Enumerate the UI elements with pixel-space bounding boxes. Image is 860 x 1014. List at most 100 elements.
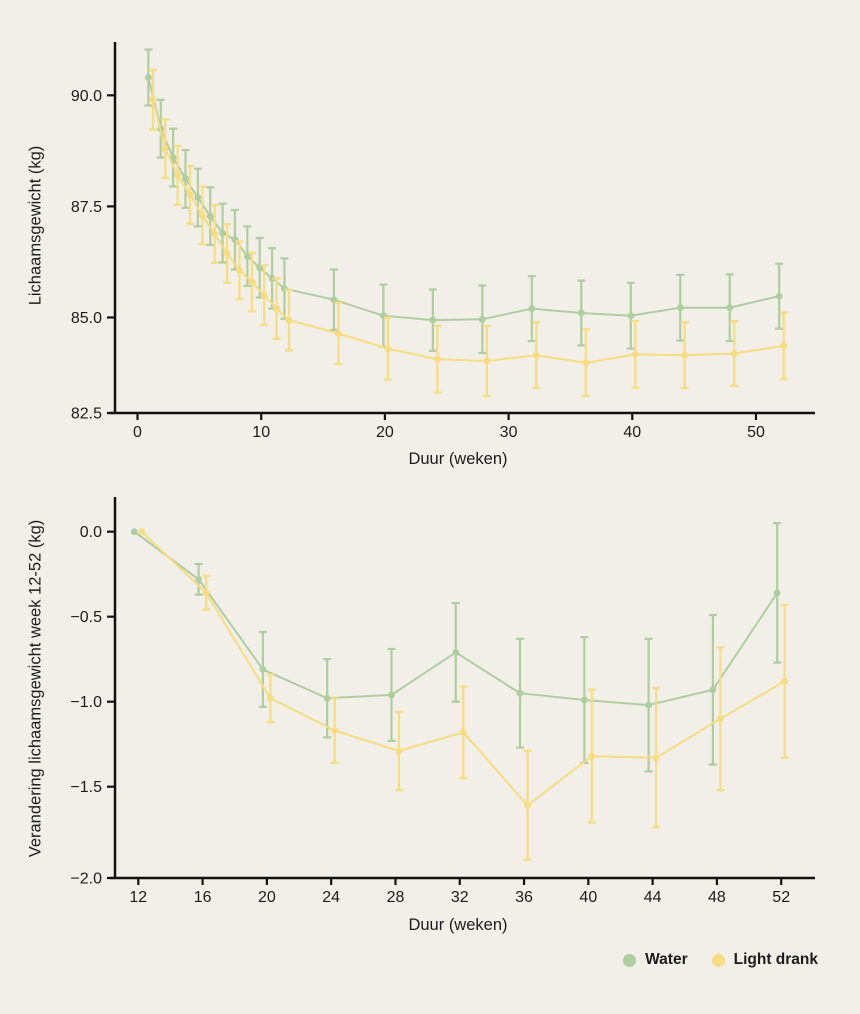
series-line	[147, 77, 780, 322]
legend-item-light-drank: Light drank	[711, 951, 818, 969]
data-point	[260, 291, 268, 299]
data-point	[429, 316, 437, 324]
x-tick-label: 44	[644, 889, 662, 906]
data-point	[248, 278, 256, 286]
series-water	[144, 48, 784, 355]
data-point	[211, 230, 219, 238]
data-point	[459, 728, 467, 736]
legend-label-light-drank: Light drank	[733, 951, 818, 968]
data-point	[773, 589, 781, 597]
data-point	[206, 212, 214, 220]
data-point	[781, 677, 789, 685]
data-point	[243, 252, 251, 260]
x-tick-label: 48	[708, 889, 726, 906]
data-point	[775, 292, 783, 300]
data-point	[219, 229, 227, 237]
data-point	[652, 754, 660, 762]
x-tick-label: 12	[129, 889, 147, 906]
data-point	[202, 589, 210, 597]
data-point	[726, 304, 734, 312]
data-point	[645, 701, 652, 709]
body-weight-chart: 0 10 20 30 40 50 90.0 87.5 85.0 82.5	[71, 42, 815, 441]
tick-labels: 0 10 20 30 40 50 90.0 87.5 85.0 82.5	[71, 88, 765, 441]
legend: Water Light drank	[623, 951, 818, 969]
data-point	[323, 694, 331, 702]
water-series-marker-icon	[623, 953, 637, 967]
x-tick-label: 10	[252, 424, 270, 441]
x-tick-label: 40	[579, 889, 597, 906]
data-point	[145, 74, 152, 81]
tick-labels: 12 16 20 24 28 32 36 40 44 48 52 0.0 −0.5 −1.0 −1.5 −2.…	[70, 524, 790, 906]
x-tick-label: 30	[500, 424, 518, 441]
data-point	[268, 275, 276, 282]
x-tick-label: 40	[623, 424, 641, 441]
series-light-drank	[148, 68, 788, 398]
data-point	[267, 694, 274, 702]
data-point	[588, 752, 596, 760]
data-point	[483, 357, 491, 365]
series-line	[151, 99, 784, 364]
data-point	[395, 747, 403, 755]
series-light-drank	[138, 528, 789, 861]
y-tick-label: −1.0	[70, 694, 102, 711]
y-tick-label: −0.5	[70, 609, 102, 626]
x-tick-label: 20	[258, 889, 276, 906]
data-point	[478, 315, 486, 323]
data-point	[780, 342, 788, 350]
y-tick-label: −1.5	[70, 779, 102, 796]
data-point	[730, 350, 738, 357]
x-tick-label: 20	[376, 424, 394, 441]
weight-change-chart: 12 16 20 24 28 32 36 40 44 48 52 0.0 −0.5 −1.0 −1.5 −2.…	[70, 497, 815, 906]
light-drank-series-marker-icon	[711, 953, 725, 967]
data-point	[631, 351, 639, 358]
series-water	[130, 522, 782, 773]
data-point	[335, 330, 342, 337]
data-point	[532, 351, 540, 359]
y-tick-label: 0.0	[80, 524, 102, 541]
data-point	[285, 316, 293, 324]
data-point	[138, 528, 146, 536]
data-point	[161, 145, 169, 153]
y-tick-label: 87.5	[71, 199, 102, 216]
data-point	[434, 355, 441, 363]
data-point	[528, 305, 536, 312]
y-axis-title-body-weight: Lichaamsgewicht (kg)	[26, 145, 45, 306]
data-point	[582, 359, 590, 367]
axes	[107, 42, 815, 420]
axes	[107, 497, 815, 885]
data-point	[186, 191, 194, 199]
x-tick-label: 52	[772, 889, 790, 906]
data-point	[259, 666, 267, 673]
data-point	[580, 696, 588, 704]
x-tick-label: 50	[747, 424, 765, 441]
data-point	[195, 575, 203, 583]
data-point	[384, 345, 392, 352]
y-tick-label: 85.0	[71, 310, 102, 327]
data-point	[676, 304, 684, 312]
data-point	[149, 96, 157, 104]
data-point	[452, 649, 460, 656]
data-point	[199, 211, 206, 219]
y-tick-label: 90.0	[71, 88, 102, 105]
data-point	[388, 691, 395, 699]
data-point	[169, 154, 177, 161]
data-point	[331, 727, 339, 734]
data-point	[223, 250, 231, 257]
data-point	[330, 296, 338, 304]
data-point	[681, 351, 689, 359]
y-tick-label: −2.0	[70, 871, 102, 888]
legend-item-water: Water	[623, 951, 688, 969]
data-point	[130, 528, 138, 536]
data-point	[717, 715, 724, 723]
data-point	[273, 305, 280, 312]
x-tick-label: 32	[451, 889, 469, 906]
data-point	[182, 175, 189, 183]
data-point	[516, 689, 524, 697]
x-tick-label: 36	[515, 889, 533, 906]
x-tick-label: 24	[322, 889, 340, 906]
data-point	[627, 312, 635, 320]
x-tick-label: 28	[387, 889, 405, 906]
data-point	[709, 686, 717, 694]
data-point	[577, 309, 585, 317]
